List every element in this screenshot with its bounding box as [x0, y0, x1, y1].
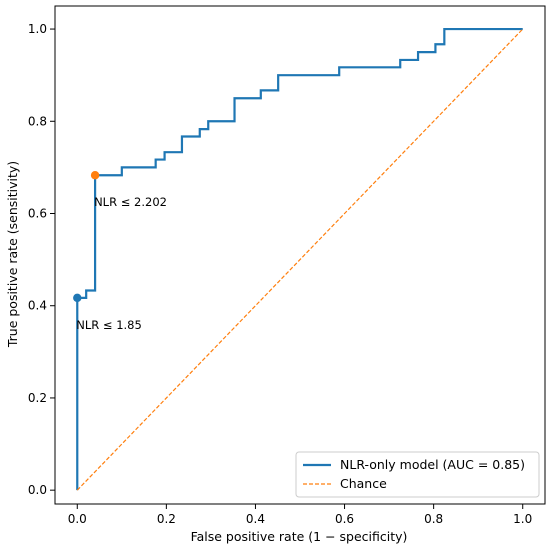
series-line-2	[76, 28, 524, 491]
x-tick-label: 1.0	[513, 512, 532, 526]
y-tick-label: 0.8	[28, 114, 47, 128]
y-axis-title: True positive rate (sensitivity)	[5, 161, 20, 348]
legend-box	[295, 451, 540, 498]
threshold-label-1: NLR ≤ 1.85	[76, 318, 142, 332]
y-tick-label: 0.2	[28, 391, 47, 405]
x-tick-label: 0.0	[68, 512, 87, 526]
y-tick-label: 0.0	[28, 483, 47, 497]
legend-label-series-2: Chance	[340, 476, 387, 491]
series-layer	[76, 27, 524, 491]
legend: NLR-only model (AUC = 0.85) Chance	[295, 451, 540, 498]
y-tick-label: 0.6	[28, 207, 47, 221]
x-tick-label: 0.6	[335, 512, 354, 526]
series-line-1	[76, 27, 523, 491]
threshold-point-1	[73, 293, 82, 303]
x-tick-label: 0.4	[246, 512, 265, 526]
y-axis-ticks: 0.0 0.2 0.4 0.6 0.8 1.0	[28, 22, 55, 497]
x-axis-title: False positive rate (1 − specificity)	[191, 529, 408, 544]
x-tick-label: 0.2	[157, 512, 176, 526]
marker-layer	[73, 171, 100, 303]
plot-area: NLR ≤ 1.85 NLR ≤ 2.202	[54, 5, 546, 505]
x-tick-label: 0.8	[424, 512, 443, 526]
y-tick-label: 1.0	[28, 22, 47, 36]
threshold-point-2	[90, 171, 100, 180]
annotation-layer: NLR ≤ 1.85 NLR ≤ 2.202	[76, 195, 167, 332]
x-axis-ticks: 0.0 0.2 0.4 0.6 0.8 1.0	[68, 504, 532, 526]
legend-label-series-1: NLR-only model (AUC = 0.85)	[340, 457, 525, 472]
y-tick-label: 0.4	[28, 299, 47, 313]
plot-frame	[54, 5, 546, 505]
threshold-label-2: NLR ≤ 2.202	[94, 195, 167, 209]
